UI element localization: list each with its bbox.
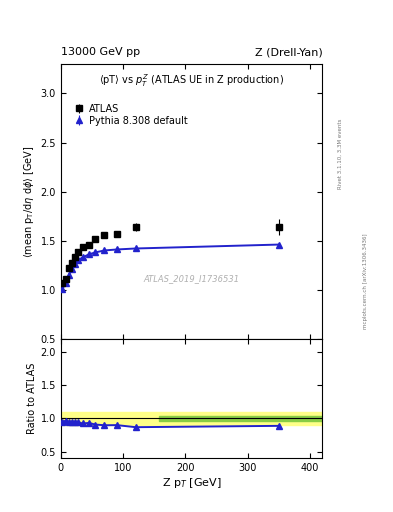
X-axis label: Z p$_T$ [GeV]: Z p$_T$ [GeV] [162, 476, 222, 490]
Text: mcplots.cern.ch [arXiv:1306.3436]: mcplots.cern.ch [arXiv:1306.3436] [363, 234, 368, 329]
Y-axis label: $\langle$mean p$_\mathregular{T}$/d$\eta$ d$\phi\rangle$ [GeV]: $\langle$mean p$_\mathregular{T}$/d$\eta… [22, 145, 37, 258]
Y-axis label: Ratio to ATLAS: Ratio to ATLAS [26, 363, 37, 434]
Text: Rivet 3.1.10, 3.3M events: Rivet 3.1.10, 3.3M events [338, 118, 342, 189]
Bar [61, 412, 322, 425]
Text: Z (Drell-Yan): Z (Drell-Yan) [255, 47, 322, 57]
Text: $\langle$pT$\rangle$ vs $p_T^Z$ (ATLAS UE in Z production): $\langle$pT$\rangle$ vs $p_T^Z$ (ATLAS U… [99, 72, 284, 89]
Text: ATLAS_2019_I1736531: ATLAS_2019_I1736531 [143, 274, 240, 283]
Legend: ATLAS, Pythia 8.308 default: ATLAS, Pythia 8.308 default [71, 102, 189, 127]
Bar [159, 416, 322, 421]
Text: 13000 GeV pp: 13000 GeV pp [61, 47, 140, 57]
